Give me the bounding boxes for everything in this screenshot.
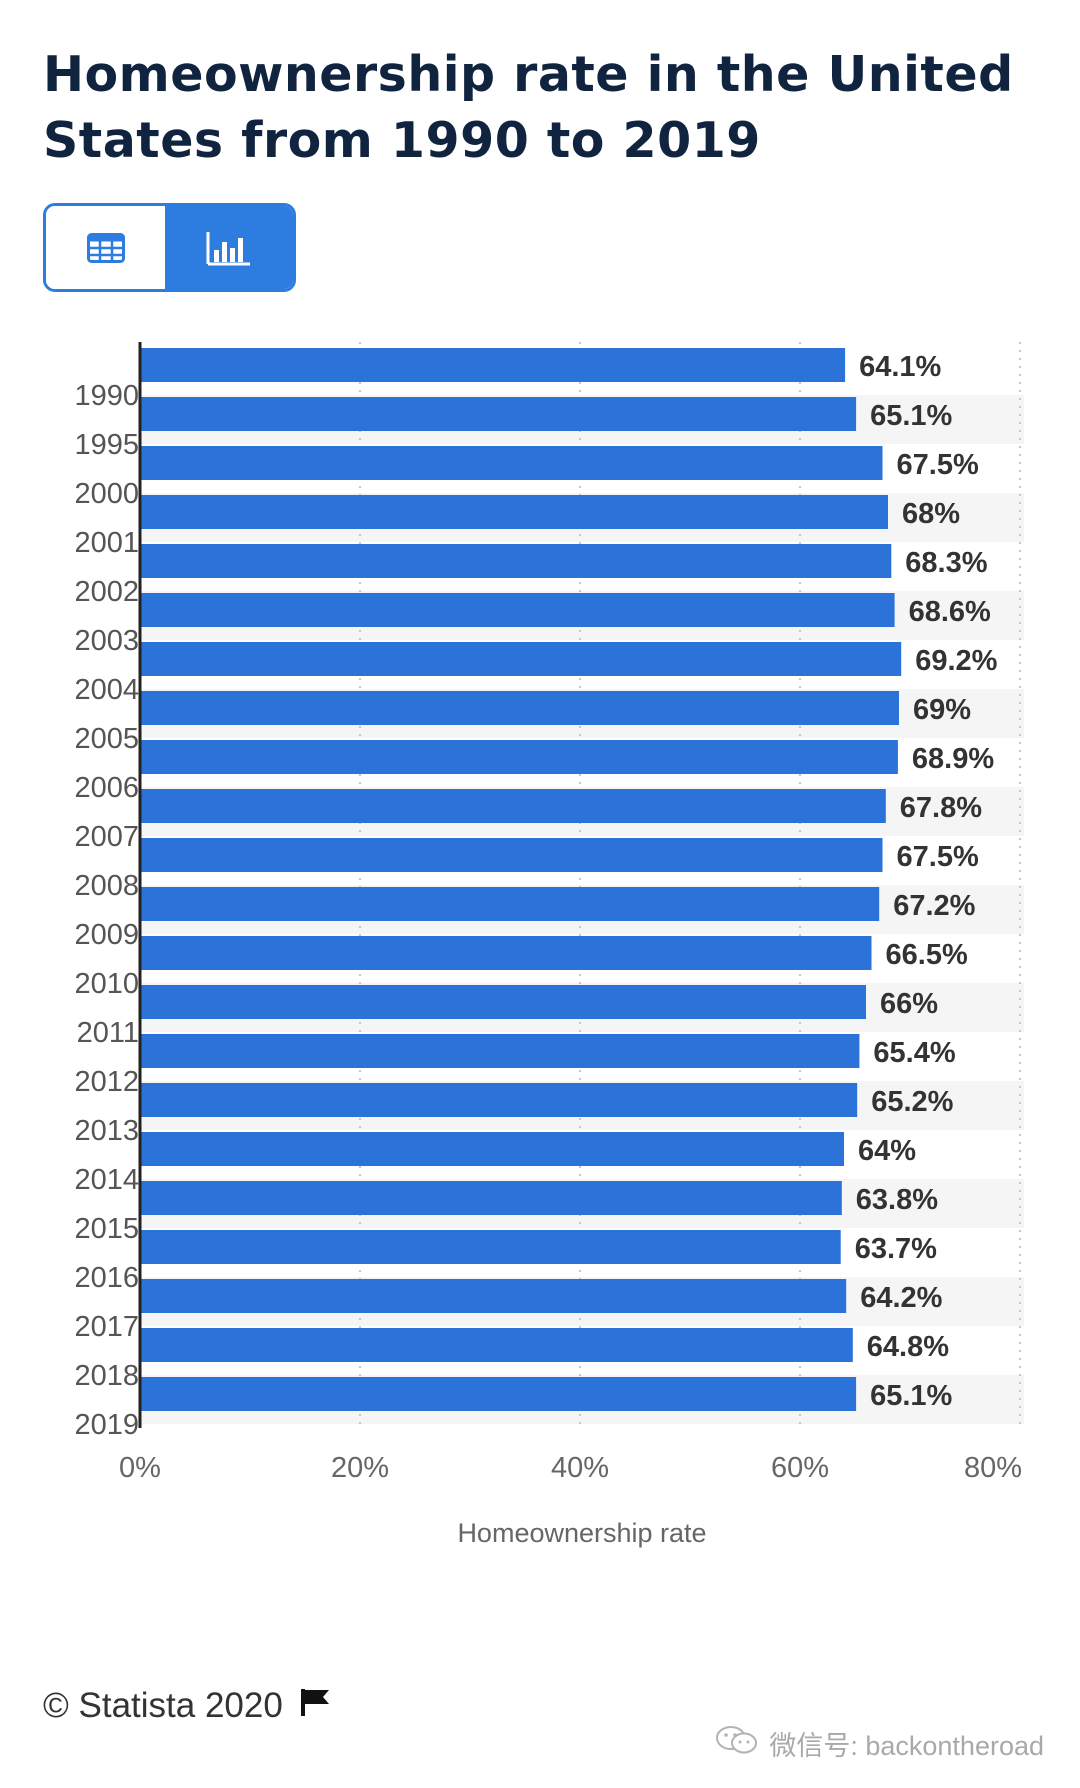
data-label: 69.2% — [915, 645, 997, 677]
category-label: 2002 — [74, 576, 139, 608]
data-label: 63.7% — [855, 1233, 937, 1265]
bar — [140, 642, 902, 676]
category-label: 2000 — [74, 478, 139, 510]
data-label: 69% — [913, 694, 971, 726]
data-label: 63.8% — [856, 1184, 938, 1216]
data-label: 64.8% — [867, 1331, 949, 1363]
data-label: 65.1% — [870, 400, 952, 432]
category-label: 2012 — [74, 1066, 139, 1098]
chart-title: Homeownership rate in the United States … — [43, 46, 1014, 169]
bar — [140, 1230, 841, 1264]
wechat-icon — [715, 1725, 759, 1762]
bar — [140, 348, 846, 382]
data-label: 67.5% — [897, 449, 979, 481]
watermark-text: 微信号: backontheroad — [769, 1731, 1044, 1761]
category-label: 2011 — [77, 1017, 139, 1049]
category-label: 2010 — [74, 968, 139, 1000]
category-label: 2008 — [74, 870, 139, 902]
data-label: 65.4% — [873, 1037, 955, 1069]
bar — [140, 691, 899, 725]
table-view-button[interactable] — [46, 206, 165, 289]
category-label: 2018 — [74, 1360, 139, 1392]
chart-view-button[interactable] — [165, 206, 293, 289]
category-label: 1990 — [74, 380, 139, 412]
data-label: 68.3% — [905, 547, 987, 579]
data-label: 68.9% — [912, 743, 994, 775]
data-label: 64% — [858, 1135, 916, 1167]
data-label: 67.8% — [900, 792, 982, 824]
bar — [140, 1083, 858, 1117]
bar — [140, 397, 857, 431]
bar — [140, 1377, 857, 1411]
data-label: 66% — [880, 988, 938, 1020]
bar — [140, 1132, 844, 1166]
x-tick-label: 20% — [331, 1452, 389, 1484]
category-label: 2019 — [74, 1409, 139, 1441]
bar — [140, 544, 892, 578]
data-label: 64.1% — [859, 351, 941, 383]
data-label: 65.1% — [870, 1380, 952, 1412]
data-label: 64.2% — [860, 1282, 942, 1314]
x-tick-label: 0% — [119, 1452, 161, 1484]
flag-icon[interactable] — [299, 1686, 333, 1726]
data-label: 68% — [902, 498, 960, 530]
x-tick-label: 80% — [964, 1452, 1022, 1484]
footer: © Statista 2020 — [43, 1686, 333, 1726]
bar — [140, 936, 872, 970]
bar — [140, 1279, 847, 1313]
category-label: 2009 — [74, 919, 139, 951]
category-label: 2001 — [74, 527, 139, 559]
x-tick-label: 40% — [551, 1452, 609, 1484]
copyright-text: © Statista 2020 — [43, 1686, 283, 1725]
view-toggle[interactable] — [43, 203, 296, 292]
x-tick-label: 60% — [771, 1452, 829, 1484]
category-label: 2017 — [74, 1311, 139, 1343]
watermark: 微信号: backontheroad — [715, 1724, 1044, 1763]
bar — [140, 593, 895, 627]
bar — [140, 887, 880, 921]
category-label: 2007 — [74, 821, 139, 853]
bar-chart-icon — [206, 230, 252, 266]
category-label: 2016 — [74, 1262, 139, 1294]
bar — [140, 1328, 853, 1362]
data-label: 66.5% — [886, 939, 968, 971]
bar — [140, 838, 883, 872]
bar-chart: 64.1% 1990 65.1% 1995 67.5% 2000 68% 2001 68.3% 2… — [74, 342, 1024, 1484]
bar — [140, 740, 898, 774]
data-label: 67.5% — [897, 841, 979, 873]
bar — [140, 1181, 842, 1215]
bar — [140, 1034, 860, 1068]
category-label: 2015 — [74, 1213, 139, 1245]
category-label: 2004 — [74, 674, 139, 706]
category-label: 2005 — [74, 723, 139, 755]
category-label: 2014 — [74, 1164, 139, 1196]
bar — [140, 985, 866, 1019]
data-label: 67.2% — [893, 890, 975, 922]
bar — [140, 789, 886, 823]
bar — [140, 446, 883, 480]
table-icon — [86, 232, 125, 263]
x-axis-title: Homeownership rate — [457, 1518, 707, 1548]
category-label: 1995 — [74, 429, 139, 461]
category-label: 2013 — [74, 1115, 139, 1147]
data-label: 68.6% — [909, 596, 991, 628]
category-label: 2003 — [74, 625, 139, 657]
bar — [140, 495, 888, 529]
data-label: 65.2% — [871, 1086, 953, 1118]
category-label: 2006 — [74, 772, 139, 804]
